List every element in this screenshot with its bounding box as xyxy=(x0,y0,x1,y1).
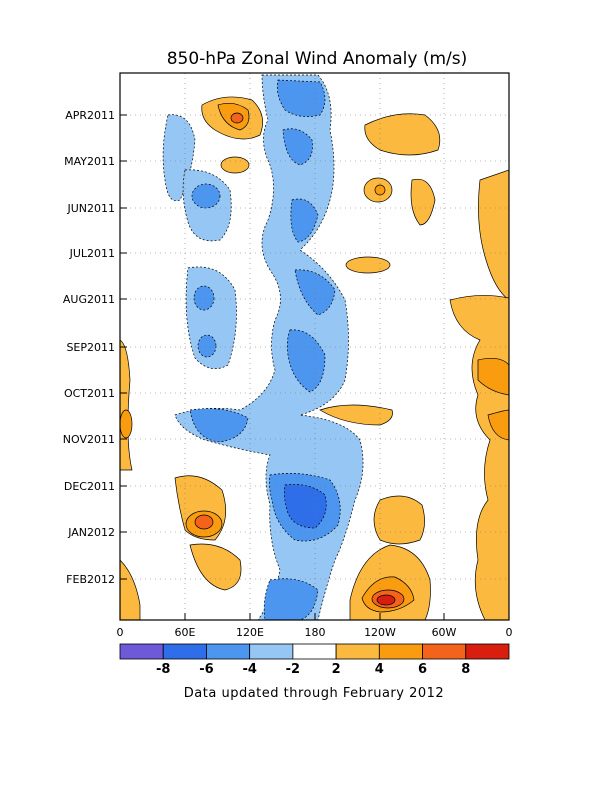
y-tick-label: FEB2012 xyxy=(66,573,115,586)
colorbar-label: -2 xyxy=(286,662,300,677)
y-tick-label: OCT2011 xyxy=(64,387,115,400)
colorbar-label: 2 xyxy=(332,662,341,677)
x-tick-label: 0 xyxy=(506,626,513,639)
orange-core-west-nov xyxy=(120,409,133,439)
y-axis: APR2011 MAY2011 JUN2011 JUL2011 AUG2011 SEP20… xyxy=(63,109,127,586)
orange-peak-apr xyxy=(230,112,244,124)
orange-east-edge-jun xyxy=(478,169,509,301)
orange-patch-dec-epac xyxy=(373,495,425,545)
blue-core-nov xyxy=(189,408,249,443)
blue-core-sep xyxy=(286,329,326,393)
y-tick-label: MAY2011 xyxy=(64,155,115,168)
colorbar-bin xyxy=(249,643,294,660)
colorbar-label: 4 xyxy=(375,662,384,677)
colorbar: -8 -6 -4 -2 2 4 6 8 xyxy=(119,643,510,677)
orange-patch-feb-wpac xyxy=(189,543,242,591)
x-tick-label: 60W xyxy=(432,626,457,639)
colorbar-bin xyxy=(162,643,207,660)
orange-west-edge-feb xyxy=(120,559,141,620)
x-tick-label: 60E xyxy=(175,626,196,639)
orange-core-east-sep xyxy=(477,358,509,396)
blue-core-wpac-sep xyxy=(197,334,217,358)
colorbar-label: -8 xyxy=(156,662,170,677)
x-tick-label: 120W xyxy=(364,626,396,639)
y-tick-label: SEP2011 xyxy=(66,341,115,354)
colorbar-bin xyxy=(292,643,337,660)
orange-patch-nov xyxy=(319,404,393,426)
y-tick-label: DEC2011 xyxy=(64,480,115,493)
colorbar-bin xyxy=(206,643,251,660)
footnote: Data updated through February 2012 xyxy=(184,686,444,701)
blue-core-may xyxy=(282,128,313,166)
x-tick-label: 120E xyxy=(236,626,264,639)
orange-core-jun xyxy=(374,184,386,196)
y-tick-label: JUL2011 xyxy=(69,247,115,260)
colorbar-label: 8 xyxy=(461,662,470,677)
blue-peak-dec xyxy=(283,484,327,529)
colorbar-label: 6 xyxy=(418,662,427,677)
x-axis: 0 60E 120E 180 120W 60W 0 xyxy=(117,613,513,639)
x-tick-label: 0 xyxy=(117,626,124,639)
colorbar-bin xyxy=(119,643,164,660)
colorbar-bin xyxy=(422,643,467,660)
colorbar-bin xyxy=(378,643,423,660)
orange-west-edge xyxy=(120,339,133,471)
y-tick-label: JUN2011 xyxy=(66,202,115,215)
blue-core-jun xyxy=(290,198,319,243)
orange-peak-jan xyxy=(194,514,214,530)
blue-core-feb xyxy=(263,578,319,620)
blue-core-apr xyxy=(276,79,326,117)
y-tick-label: AUG2011 xyxy=(63,293,115,306)
blue-core-wpac-jun xyxy=(191,183,221,209)
gridlines xyxy=(120,73,509,620)
red-peak-feb-epac xyxy=(376,594,396,606)
anomaly-fields xyxy=(120,74,509,620)
orange-patch-may-epac xyxy=(364,113,441,156)
colorbar-label: -4 xyxy=(242,662,256,677)
colorbar-bin xyxy=(335,643,380,660)
orange-patch-jul xyxy=(345,256,391,274)
y-tick-label: NOV2011 xyxy=(63,433,115,446)
orange-core-east-nov xyxy=(487,409,509,441)
y-tick-label: JAN2012 xyxy=(67,526,115,539)
colorbar-bin xyxy=(465,643,510,660)
orange-strip-jun xyxy=(410,178,436,226)
blue-core-wpac-aug xyxy=(193,285,215,311)
y-tick-label: APR2011 xyxy=(65,109,115,122)
plot-area: APR2011 MAY2011 JUN2011 JUL2011 AUG2011 SEP20… xyxy=(63,72,513,639)
orange-patch-may-wpac xyxy=(220,156,250,174)
blue-core-aug xyxy=(294,269,336,316)
x-tick-label: 180 xyxy=(305,626,326,639)
chart-title: 850-hPa Zonal Wind Anomaly (m/s) xyxy=(167,49,468,69)
colorbar-label: -6 xyxy=(199,662,213,677)
